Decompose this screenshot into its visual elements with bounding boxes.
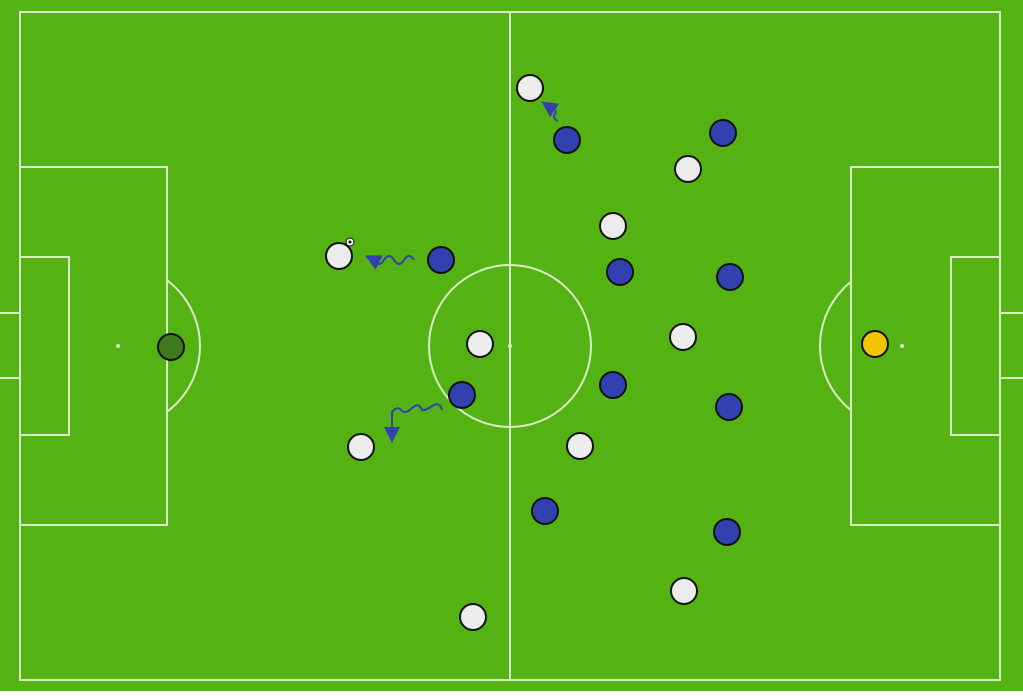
- player: [516, 74, 544, 102]
- player: [716, 263, 744, 291]
- run-arrow: [541, 101, 560, 122]
- player: [713, 518, 741, 546]
- player: [606, 258, 634, 286]
- player: [674, 155, 702, 183]
- goalkeeper: [157, 333, 185, 361]
- center-spot: [508, 344, 512, 348]
- player: [466, 330, 494, 358]
- ball: [345, 237, 355, 247]
- center-circle: [428, 264, 592, 428]
- player: [347, 433, 375, 461]
- player: [325, 242, 353, 270]
- player: [715, 393, 743, 421]
- player: [459, 603, 487, 631]
- right-penalty-spot: [900, 344, 904, 348]
- player: [566, 432, 594, 460]
- right-arc: [819, 280, 851, 412]
- player: [553, 126, 581, 154]
- left-arc: [167, 279, 201, 413]
- player: [599, 371, 627, 399]
- blue-team: [427, 119, 889, 546]
- left-goal: [0, 312, 20, 379]
- ball-patch: [348, 240, 352, 244]
- runs: [364, 101, 560, 443]
- run-arrow: [384, 403, 443, 443]
- goalkeeper: [861, 330, 889, 358]
- player: [670, 577, 698, 605]
- pitch-lines: [0, 11, 1023, 681]
- player: [669, 323, 697, 351]
- player: [448, 381, 476, 409]
- player: [599, 212, 627, 240]
- player: [427, 246, 455, 274]
- left-goal-area: [19, 256, 70, 436]
- run-arrow: [364, 255, 415, 270]
- left-penalty-spot: [116, 344, 120, 348]
- white-team: [157, 74, 702, 631]
- player: [531, 497, 559, 525]
- right-goal: [1000, 312, 1023, 379]
- right-goal-area: [950, 256, 1001, 436]
- player: [709, 119, 737, 147]
